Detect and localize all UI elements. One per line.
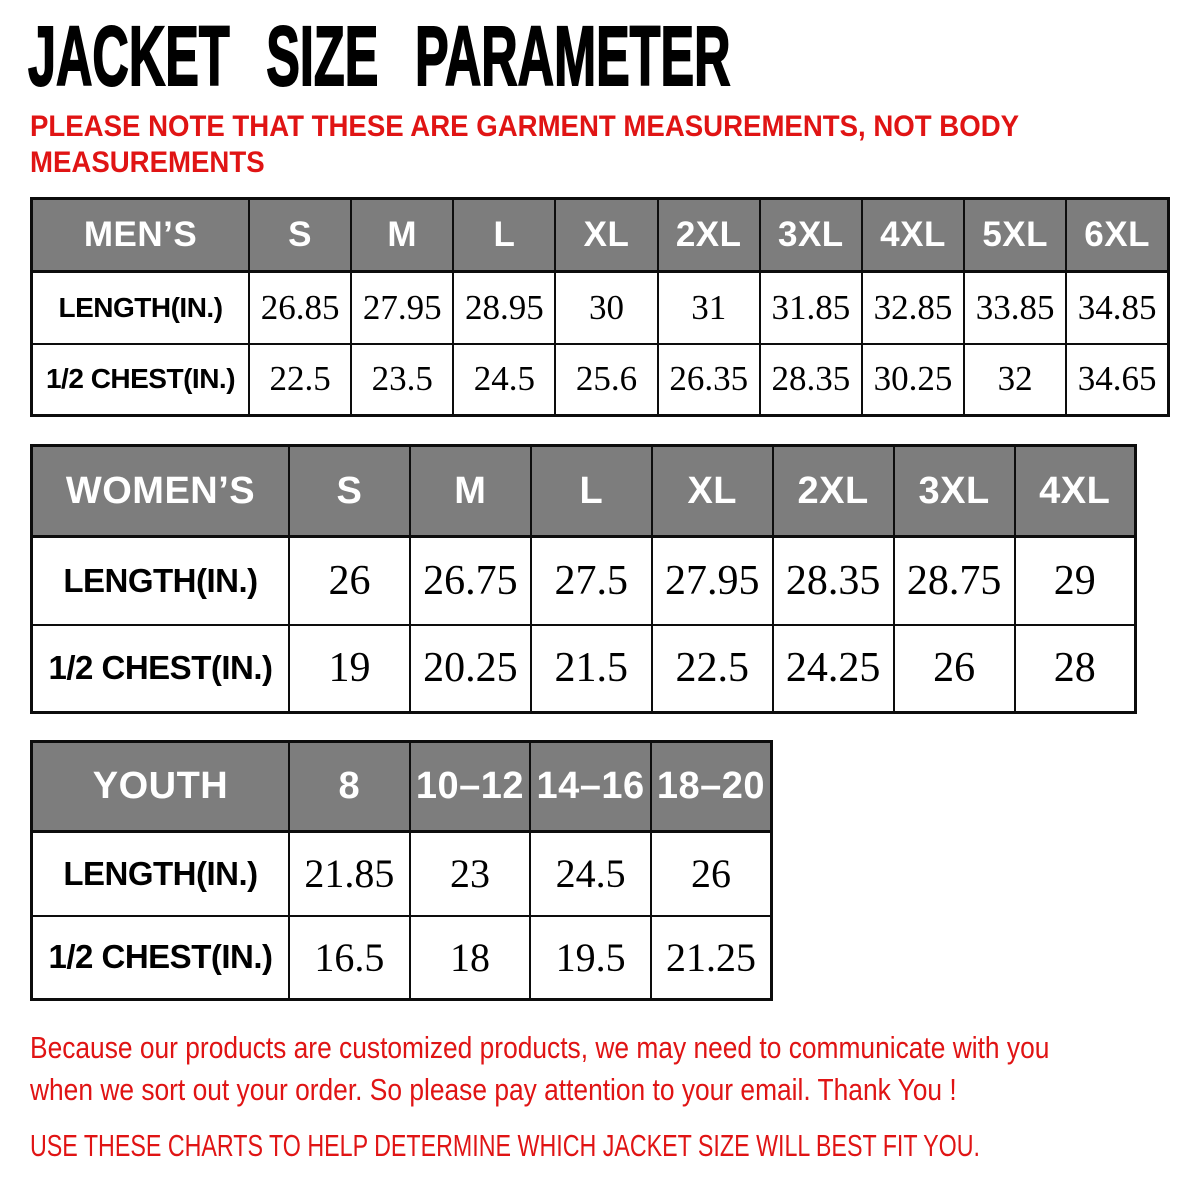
value-cell: 33.85 xyxy=(963,270,1068,345)
row-label-cell: 1/2 CHEST(IN.) xyxy=(30,342,250,417)
value-cell: 32 xyxy=(963,342,1068,417)
page-title: JACKET SIZE PARAMETER xyxy=(27,9,731,103)
size-header-cell: 3XL xyxy=(758,197,863,273)
measurement-row: 1/2 CHEST(IN.) 22.5 23.5 24.5 25.6 26.35 28.35… xyxy=(30,342,1170,417)
value-cell: 31.85 xyxy=(758,270,863,345)
garment-measurement-note-line2: MEASUREMENTS xyxy=(30,146,265,179)
size-header-cell: 2XL xyxy=(771,444,895,538)
mens-size-table-container: MEN’S S M L XL 2XL 3XL 4XL 5XL 6XL LENGTH(IN.) 26.8… xyxy=(30,197,1170,417)
size-header-cell: 14–16 xyxy=(529,740,652,833)
size-header-cell: L xyxy=(529,444,653,538)
value-cell: 31 xyxy=(656,270,761,345)
measurement-row: LENGTH(IN.) 26 26.75 27.5 27.95 28.35 28.75 29 xyxy=(30,535,1137,626)
value-cell: 30.25 xyxy=(860,342,966,417)
value-cell: 22.5 xyxy=(247,342,353,417)
youth-size-table: YOUTH 8 10–12 14–16 18–20 LENGTH(IN.) 21.85 23 2… xyxy=(30,740,773,1001)
value-cell: 26 xyxy=(892,623,1016,714)
value-cell: 19.5 xyxy=(529,914,652,1001)
value-cell: 23 xyxy=(408,830,532,917)
value-cell: 28.75 xyxy=(892,535,1016,626)
size-header-cell: XL xyxy=(650,444,774,538)
size-header-cell: S xyxy=(247,197,353,273)
youth-size-table-container: YOUTH 8 10–12 14–16 18–20 LENGTH(IN.) 21.85 23 2… xyxy=(30,740,773,1001)
value-cell: 20.25 xyxy=(408,623,532,714)
size-header-cell: 2XL xyxy=(656,197,761,273)
size-header-cell: 10–12 xyxy=(408,740,532,833)
table-title-cell: MEN’S xyxy=(30,197,250,273)
value-cell: 27.95 xyxy=(350,270,455,345)
table-title-cell: YOUTH xyxy=(30,740,290,833)
header-row: WOMEN’S S M L XL 2XL 3XL 4XL xyxy=(30,444,1137,538)
value-cell: 26.75 xyxy=(408,535,532,626)
value-cell: 27.5 xyxy=(529,535,653,626)
size-header-cell: L xyxy=(452,197,557,273)
value-cell: 30 xyxy=(554,270,659,345)
value-cell: 26.85 xyxy=(247,270,353,345)
value-cell: 28.35 xyxy=(758,342,863,417)
value-cell: 28.95 xyxy=(452,270,557,345)
value-cell: 21.25 xyxy=(649,914,773,1001)
value-cell: 16.5 xyxy=(288,914,411,1001)
value-cell: 27.95 xyxy=(650,535,774,626)
womens-size-table-container: WOMEN’S S M L XL 2XL 3XL 4XL LENGTH(IN.) 26 26.75 2… xyxy=(30,444,1137,714)
mens-size-table: MEN’S S M L XL 2XL 3XL 4XL 5XL 6XL LENGTH(IN.) 26.8… xyxy=(30,197,1170,417)
measurement-row: LENGTH(IN.) 26.85 27.95 28.95 30 31 31.85 32.85… xyxy=(30,270,1170,345)
value-cell: 23.5 xyxy=(350,342,455,417)
header-row: YOUTH 8 10–12 14–16 18–20 xyxy=(30,740,773,833)
size-header-cell: M xyxy=(350,197,455,273)
size-header-cell: 5XL xyxy=(963,197,1068,273)
value-cell: 19 xyxy=(288,623,411,714)
womens-size-table: WOMEN’S S M L XL 2XL 3XL 4XL LENGTH(IN.) 26 26.75 2… xyxy=(30,444,1137,714)
size-header-cell: S xyxy=(288,444,411,538)
value-cell: 34.65 xyxy=(1065,342,1170,417)
size-header-cell: 6XL xyxy=(1065,197,1170,273)
size-header-cell: M xyxy=(408,444,532,538)
size-header-cell: 4XL xyxy=(1013,444,1137,538)
size-header-cell: 18–20 xyxy=(649,740,773,833)
size-header-cell: 4XL xyxy=(860,197,966,273)
value-cell: 26 xyxy=(288,535,411,626)
row-label-cell: LENGTH(IN.) xyxy=(30,270,250,345)
garment-measurement-note-line1: PLEASE NOTE THAT THESE ARE GARMENT MEASU… xyxy=(30,110,1020,143)
value-cell: 18 xyxy=(408,914,532,1001)
header-row: MEN’S S M L XL 2XL 3XL 4XL 5XL 6XL xyxy=(30,197,1170,273)
row-label-cell: 1/2 CHEST(IN.) xyxy=(30,623,290,714)
value-cell: 25.6 xyxy=(554,342,659,417)
value-cell: 24.5 xyxy=(452,342,557,417)
size-header-cell: 3XL xyxy=(892,444,1016,538)
table-title-cell: WOMEN’S xyxy=(30,444,290,538)
value-cell: 28 xyxy=(1013,623,1137,714)
value-cell: 21.5 xyxy=(529,623,653,714)
value-cell: 26.35 xyxy=(656,342,761,417)
use-charts-note: USE THESE CHARTS TO HELP DETERMINE WHICH… xyxy=(30,1128,981,1163)
row-label-cell: 1/2 CHEST(IN.) xyxy=(30,914,290,1001)
measurement-row: 1/2 CHEST(IN.) 19 20.25 21.5 22.5 24.25 26 28 xyxy=(30,623,1137,714)
value-cell: 28.35 xyxy=(771,535,895,626)
value-cell: 24.25 xyxy=(771,623,895,714)
value-cell: 26 xyxy=(649,830,773,917)
value-cell: 32.85 xyxy=(860,270,966,345)
value-cell: 24.5 xyxy=(529,830,652,917)
measurement-row: LENGTH(IN.) 21.85 23 24.5 26 xyxy=(30,830,773,917)
size-header-cell: XL xyxy=(554,197,659,273)
size-header-cell: 8 xyxy=(288,740,411,833)
value-cell: 21.85 xyxy=(288,830,411,917)
customized-products-note-line2: when we sort out your order. So please p… xyxy=(30,1072,957,1107)
value-cell: 29 xyxy=(1013,535,1137,626)
customized-products-note-line1: Because our products are customized prod… xyxy=(30,1030,1050,1065)
value-cell: 22.5 xyxy=(650,623,774,714)
row-label-cell: LENGTH(IN.) xyxy=(30,535,290,626)
measurement-row: 1/2 CHEST(IN.) 16.5 18 19.5 21.25 xyxy=(30,914,773,1001)
value-cell: 34.85 xyxy=(1065,270,1170,345)
row-label-cell: LENGTH(IN.) xyxy=(30,830,290,917)
